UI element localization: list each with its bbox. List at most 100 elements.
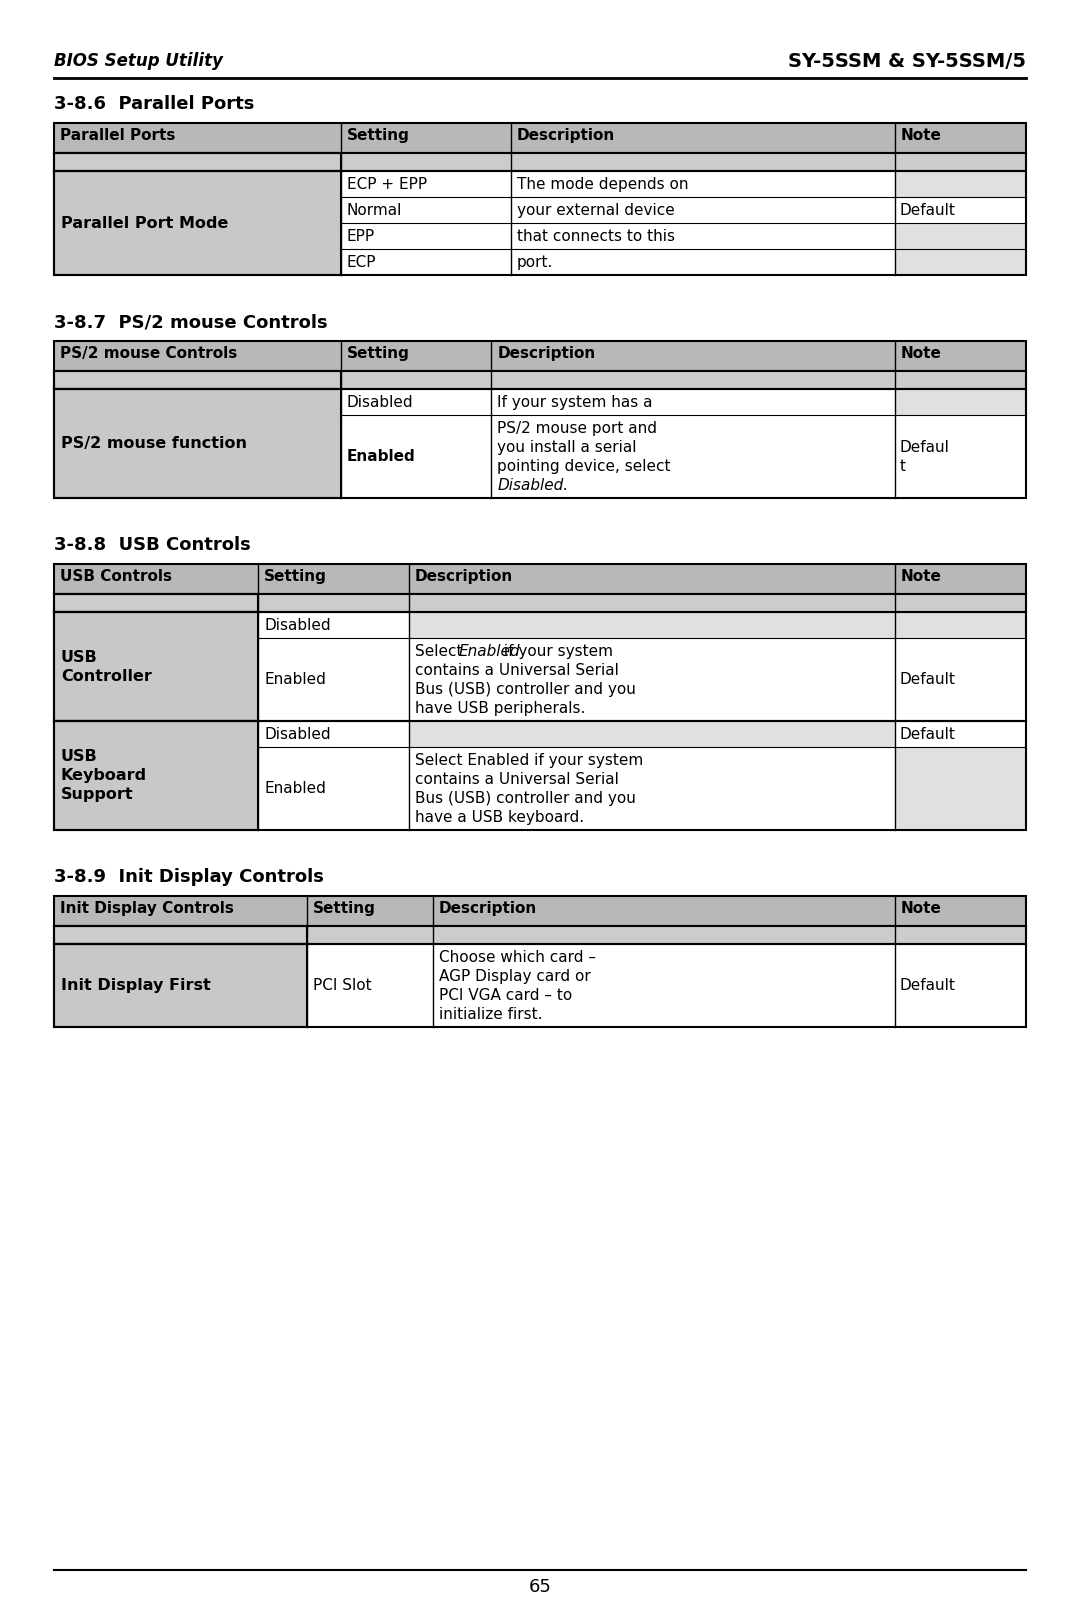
Bar [258,722,408,748]
Bar [894,722,1026,748]
Text: Choose which card –: Choose which card – [440,950,596,964]
Bar [258,748,408,830]
Bar [511,154,894,172]
Text: 3-8.6  Parallel Ports: 3-8.6 Parallel Ports [54,95,255,113]
Bar [54,943,307,1027]
Bar [341,388,491,414]
Bar [54,594,1026,612]
Bar [54,154,341,172]
Text: port.: port. [517,254,553,270]
Text: Description: Description [415,570,513,584]
Text: Enabled: Enabled [347,448,416,463]
Text: have USB peripherals.: have USB peripherals. [415,701,585,715]
Bar [54,943,1026,1027]
Text: Parallel Port Mode: Parallel Port Mode [60,215,228,230]
Bar [894,197,1026,223]
Text: Support: Support [60,786,134,803]
Text: Bus (USB) controller and you: Bus (USB) controller and you [415,681,636,696]
Bar [54,341,1026,371]
Bar [408,612,894,637]
Bar [894,371,1026,388]
Text: Normal: Normal [347,202,402,217]
Text: Controller: Controller [60,668,152,683]
Text: Disabled.: Disabled. [498,477,568,492]
Text: EPP: EPP [347,228,375,243]
Bar [894,637,1026,722]
Text: Disabled: Disabled [265,726,330,741]
Bar [54,123,1026,154]
Text: Default: Default [900,671,956,688]
Text: PS/2 mouse port and: PS/2 mouse port and [498,421,658,435]
Bar [894,612,1026,637]
Bar [894,414,1026,498]
Text: Enabled: Enabled [459,644,521,659]
Bar [511,223,894,249]
Bar [894,154,1026,172]
Text: Enabled: Enabled [265,671,326,686]
Bar [258,637,408,722]
Text: have a USB keyboard.: have a USB keyboard. [415,809,584,825]
Bar [491,371,894,388]
Text: if your system: if your system [499,644,612,659]
Text: t: t [900,458,906,474]
Bar [894,249,1026,275]
Bar [54,612,1026,722]
Bar [894,172,1026,197]
Text: PS/2 mouse Controls: PS/2 mouse Controls [60,346,238,361]
Text: 3-8.7  PS/2 mouse Controls: 3-8.7 PS/2 mouse Controls [54,312,327,332]
Bar [54,594,258,612]
Bar [54,154,1026,172]
Bar [307,943,433,1027]
Bar [54,925,307,943]
Text: PS/2 mouse function: PS/2 mouse function [60,435,247,451]
Text: AGP Display card or: AGP Display card or [440,969,591,984]
Bar [341,172,511,197]
Text: you install a serial: you install a serial [498,440,637,455]
Text: Default: Default [900,977,956,993]
Text: USB: USB [60,649,98,665]
Text: initialize first.: initialize first. [440,1006,542,1021]
Text: Select Enabled if your system: Select Enabled if your system [415,752,643,767]
Bar [433,943,894,1027]
Text: contains a Universal Serial: contains a Universal Serial [415,662,619,678]
Text: Enabled: Enabled [265,780,326,796]
Bar [491,388,894,414]
Text: Description: Description [498,346,596,361]
Text: Setting: Setting [313,901,376,916]
Text: Default: Default [900,202,956,217]
Bar [54,388,1026,498]
Bar [258,612,408,637]
Text: PCI VGA card – to: PCI VGA card – to [440,987,572,1003]
Bar [54,371,341,388]
Text: The mode depends on: The mode depends on [517,176,688,191]
Bar [54,371,1026,388]
Text: Init Display Controls: Init Display Controls [60,901,234,916]
Text: Note: Note [901,901,942,916]
Bar [491,414,894,498]
Bar [894,223,1026,249]
Text: USB: USB [60,749,98,764]
Text: Default: Default [900,726,956,741]
Bar [54,172,1026,275]
Bar [341,197,511,223]
Text: Note: Note [901,570,942,584]
Bar [408,748,894,830]
Text: Setting: Setting [347,128,409,142]
Bar [511,197,894,223]
Text: Note: Note [901,128,942,142]
Bar [511,172,894,197]
Bar [54,388,341,498]
Text: Defaul: Defaul [900,440,949,455]
Bar [54,722,258,830]
Bar [408,637,894,722]
Bar [408,594,894,612]
Bar [307,925,433,943]
Text: SY-5SSM & SY-5SSM/5: SY-5SSM & SY-5SSM/5 [788,52,1026,71]
Text: Note: Note [901,346,942,361]
Text: Disabled: Disabled [265,618,330,633]
Bar [511,249,894,275]
Text: 65: 65 [528,1578,552,1595]
Bar [341,371,491,388]
Bar [54,612,258,722]
Bar [341,414,491,498]
